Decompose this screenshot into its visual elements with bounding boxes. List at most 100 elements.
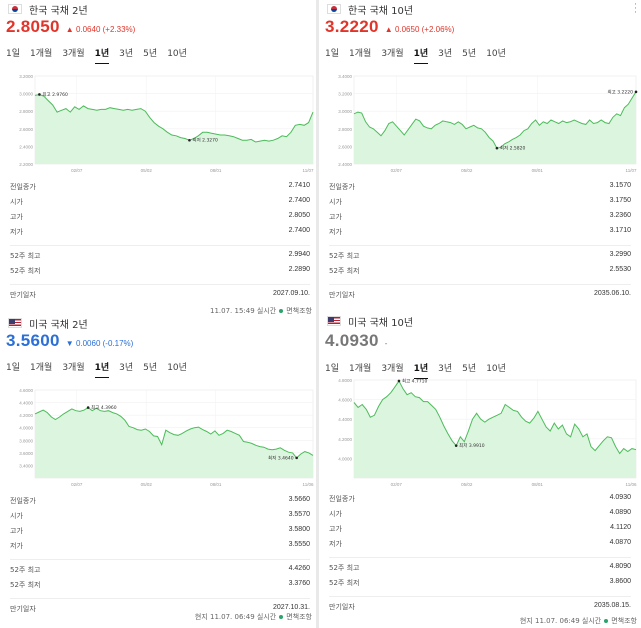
period-tab[interactable]: 1년 [94, 46, 110, 64]
price-chart[interactable]: 3.4000 3.2000 3.0000 2.8000 2.6000 2.4000 02/0… [324, 72, 638, 176]
price-chart[interactable]: 4.8000 4.6000 4.4000 4.2000 4.0000 02/07 05/02… [324, 376, 638, 490]
period-tab[interactable]: 3년 [119, 363, 134, 373]
stat-row: 고가 3.5800 [10, 526, 310, 541]
period-tabs: 1일 1개월 3개월 1년 3년 5년 10년 [325, 46, 516, 64]
series-area [35, 407, 313, 478]
x-tick-label: 05/02 [141, 482, 153, 487]
annotation-point [634, 90, 638, 94]
stat-label: 고가 [10, 213, 23, 221]
price-chart[interactable]: 4.6000 4.4000 4.2000 4.0000 3.8000 3.6000 3.40… [5, 386, 315, 490]
period-tab[interactable]: 1개월 [349, 364, 372, 374]
period-tab[interactable]: 10년 [486, 49, 506, 59]
stat-label: 저가 [10, 542, 23, 550]
stat-label: 52주 최저 [329, 267, 360, 275]
stat-label: 만기일자 [329, 603, 355, 611]
stats-divider [10, 598, 310, 599]
usa-flag-icon [8, 318, 22, 328]
period-tab[interactable]: 1개월 [30, 363, 53, 373]
stat-value: 3.5660 [288, 496, 310, 503]
panel-header: 미국 국채 10년 [327, 314, 414, 329]
period-tab[interactable]: 3개월 [62, 49, 85, 59]
stat-value: 4.0870 [609, 539, 631, 546]
price-chart[interactable]: 3.2000 3.0000 2.8000 2.6000 2.4000 2.2000 02/0… [5, 72, 315, 176]
period-tab[interactable]: 3개월 [381, 364, 404, 374]
period-tab[interactable]: 1일 [6, 363, 21, 373]
stat-value: 3.2990 [609, 251, 631, 258]
period-tab[interactable]: 1일 [325, 364, 340, 374]
more-menu-icon[interactable]: · · · [634, 0, 637, 18]
y-tick-label: 2.6000 [19, 127, 33, 132]
stat-value: 4.4260 [288, 565, 310, 572]
period-tab[interactable]: 1년 [413, 46, 429, 64]
price-row: 4.0930 - [325, 331, 387, 351]
y-tick-label: 3.4000 [19, 463, 33, 468]
stat-row: 만기일자 2035.08.15. [329, 602, 631, 617]
panel-footer: 11.07. 15:49 실시간 면책조항 [210, 306, 312, 316]
stat-label: 전일종가 [10, 183, 36, 191]
annotation-label: 최고 4.7710 [402, 377, 428, 384]
bond-name[interactable]: 한국 국채 2년 [29, 5, 88, 17]
disclaimer-link[interactable]: 면책조항 [286, 613, 312, 621]
y-tick-label: 4.6000 [338, 398, 352, 403]
x-tick-label: 08/01 [532, 168, 544, 173]
period-tab[interactable]: 1개월 [349, 49, 372, 59]
period-tab[interactable]: 1년 [94, 360, 110, 378]
period-tabs: 1일 1개월 3개월 1년 3년 5년 10년 [6, 360, 197, 378]
panel-header: 미국 국채 2년 [8, 316, 88, 331]
y-tick-label: 2.4000 [19, 144, 33, 149]
period-tab[interactable]: 5년 [462, 364, 477, 374]
stat-label: 만기일자 [10, 605, 36, 613]
period-tab[interactable]: 1년 [413, 361, 429, 379]
stat-value: 4.1120 [610, 524, 631, 531]
bond-name[interactable]: 미국 국채 2년 [29, 319, 88, 331]
period-tabs: 1일 1개월 3개월 1년 3년 5년 10년 [325, 361, 516, 379]
annotation-label: 최저 3.9910 [459, 442, 485, 449]
annotation-point [495, 146, 499, 150]
y-tick-label: 2.4000 [338, 162, 352, 167]
y-tick-label: 3.0000 [338, 109, 352, 114]
period-tab[interactable]: 10년 [167, 363, 187, 373]
x-tick-label: 08/01 [210, 482, 222, 487]
stats-table: 전일종가 3.5660 시가 3.5570 고가 3.5800 저가 3.5550 52주 최고… [10, 496, 310, 619]
stat-label: 시가 [10, 512, 23, 520]
stat-value: 3.5550 [288, 541, 310, 548]
period-tab[interactable]: 5년 [462, 49, 477, 59]
stat-label: 52주 최고 [10, 252, 41, 260]
stat-value: 2035.08.15. [594, 602, 631, 609]
bond-name[interactable]: 미국 국채 10년 [348, 317, 414, 329]
period-tab[interactable]: 3년 [119, 49, 134, 59]
period-tab[interactable]: 3개월 [381, 49, 404, 59]
stat-label: 52주 최저 [10, 581, 41, 589]
bond-panel-us-2y: 미국 국채 2년 3.5600 ▼ 0.0060 (-0.17%) 1일 1개월 3… [0, 314, 316, 628]
stats-divider [329, 245, 631, 246]
stat-row: 고가 2.8050 [10, 212, 310, 227]
stat-row: 만기일자 2027.10.31. [10, 604, 310, 619]
period-tab[interactable]: 3년 [438, 364, 453, 374]
series-line [353, 91, 637, 149]
stat-row: 시가 4.0890 [329, 509, 631, 524]
annotation-point [38, 93, 41, 96]
disclaimer-link[interactable]: 면책조항 [286, 307, 312, 315]
period-tab[interactable]: 1일 [6, 49, 21, 59]
disclaimer-link[interactable]: 면책조항 [611, 617, 637, 625]
period-tab[interactable]: 1개월 [30, 49, 53, 59]
stat-label: 52주 최고 [329, 252, 360, 260]
x-tick-label: 02/07 [71, 168, 83, 173]
stat-row: 고가 3.2360 [329, 212, 631, 227]
stat-row: 시가 2.7400 [10, 197, 310, 212]
period-tab[interactable]: 5년 [143, 49, 158, 59]
period-tab[interactable]: 3년 [438, 49, 453, 59]
stat-row: 전일종가 3.1570 [329, 182, 631, 197]
bond-name[interactable]: 한국 국채 10년 [348, 5, 414, 17]
period-tab[interactable]: 1일 [325, 49, 340, 59]
current-price: 3.2220 [325, 17, 379, 36]
stat-value: 2.8050 [288, 212, 310, 219]
stat-row: 전일종가 4.0930 [329, 494, 631, 509]
period-tab[interactable]: 3개월 [62, 363, 85, 373]
period-tab[interactable]: 10년 [486, 364, 506, 374]
period-tab[interactable]: 5년 [143, 363, 158, 373]
period-tab[interactable]: 10년 [167, 49, 187, 59]
stat-row: 고가 4.1120 [329, 524, 631, 539]
stat-label: 전일종가 [10, 497, 36, 505]
y-tick-label: 3.4000 [338, 74, 352, 79]
